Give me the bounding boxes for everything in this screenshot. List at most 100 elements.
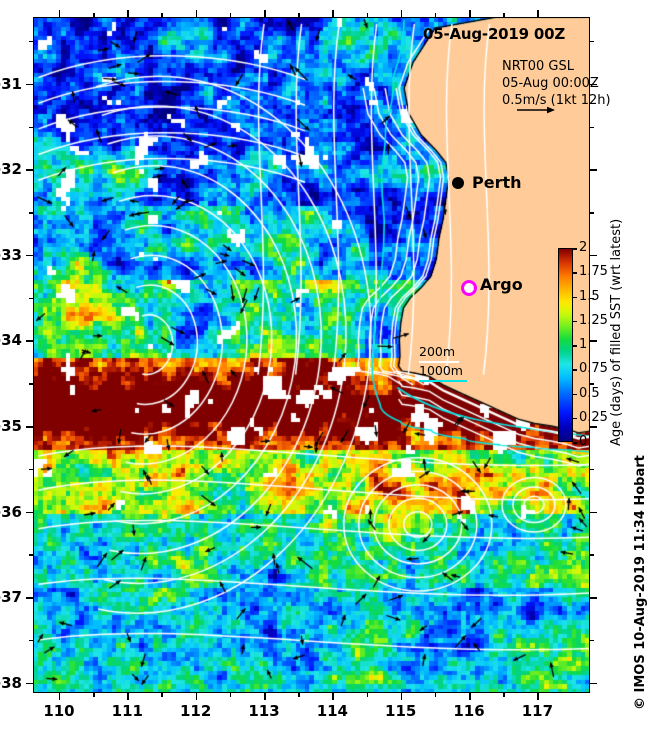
axis-tick — [590, 40, 594, 43]
y-axis-label: -32 — [0, 160, 22, 179]
axis-tick — [26, 426, 33, 428]
axis-tick — [29, 212, 33, 214]
axis-tick — [332, 10, 334, 17]
axis-tick — [29, 639, 33, 642]
x-axis-label: 114 — [316, 702, 348, 720]
colorbar-tick-label: 0.5 — [579, 385, 600, 401]
marker-dot-argo[interactable] — [461, 280, 477, 296]
axis-tick — [298, 693, 300, 697]
depth-legend-item: 1000m — [419, 363, 467, 382]
axis-tick — [366, 13, 369, 17]
meta-line-vectorscale: 0.5m/s (1kt 12h) — [502, 93, 611, 108]
axis-tick — [29, 40, 33, 43]
axis-tick — [161, 693, 163, 697]
axis-tick — [590, 682, 597, 685]
y-axis-label: -31 — [0, 74, 22, 93]
x-axis-label: 112 — [180, 702, 212, 720]
axis-tick — [590, 383, 594, 385]
axis-tick — [503, 13, 505, 17]
axis-tick — [29, 554, 33, 556]
axis-tick — [26, 511, 33, 514]
vector-scale-arrow-icon — [517, 106, 555, 114]
depth-legend-item: 200m — [419, 344, 467, 363]
axis-tick — [590, 426, 597, 428]
axis-tick — [29, 126, 33, 129]
colorbar-title: Age (days) of filled SST (wrt latest) — [609, 218, 624, 446]
axis-tick — [590, 297, 594, 300]
axis-tick — [469, 693, 471, 700]
colorbar-tick-label: 1.75 — [579, 264, 608, 280]
marker-dot-perth[interactable] — [452, 177, 464, 189]
colorbar-tick — [573, 393, 577, 395]
y-axis-label: -35 — [0, 417, 22, 436]
colorbar-gradient — [558, 248, 573, 442]
axis-tick — [264, 693, 266, 700]
depth-legend-label: 200m — [419, 344, 456, 359]
axis-tick — [195, 10, 198, 17]
axis-tick — [26, 597, 33, 599]
axis-tick — [29, 383, 33, 385]
axis-tick — [590, 83, 597, 86]
axis-tick — [590, 169, 597, 171]
axis-tick — [434, 693, 437, 697]
axis-tick — [590, 468, 594, 471]
colorbar-tick-label: 1 — [579, 337, 588, 352]
axis-tick — [332, 693, 334, 700]
depth-contour-legend: 200m 1000m — [419, 344, 467, 382]
colorbar-tick — [573, 296, 577, 298]
colorbar-tick-label: 0.75 — [579, 361, 608, 377]
x-axis-label: 111 — [111, 702, 143, 720]
axis-tick — [590, 126, 594, 129]
y-axis-label: -34 — [0, 331, 22, 350]
map-plot-area[interactable] — [33, 17, 590, 693]
colorbar-tick-label: 1.5 — [579, 288, 600, 304]
axis-tick — [93, 13, 95, 17]
axis-tick — [58, 10, 61, 17]
axis-tick — [29, 297, 33, 300]
axis-tick — [229, 13, 232, 17]
colorbar-tick — [573, 417, 577, 420]
axis-tick — [58, 693, 61, 700]
colorbar-tick — [573, 369, 577, 371]
axis-tick — [161, 13, 163, 17]
page-title: 05-Aug-2019 00Z — [423, 25, 566, 43]
axis-tick — [26, 83, 33, 86]
axis-tick — [264, 10, 266, 17]
axis-tick — [434, 13, 437, 17]
colorbar[interactable] — [558, 248, 573, 442]
marker-label-argo: Argo — [480, 275, 523, 294]
axis-tick — [590, 212, 594, 214]
depth-legend-label: 1000m — [419, 363, 463, 378]
x-axis-label: 110 — [43, 702, 75, 720]
axis-tick — [127, 10, 129, 17]
axis-tick — [537, 10, 539, 17]
axis-tick — [229, 693, 232, 697]
axis-tick — [469, 10, 471, 17]
colorbar-tick — [573, 320, 577, 323]
axis-tick — [195, 693, 198, 700]
axis-tick — [503, 693, 505, 697]
copyright-credit: © IMOS 10-Aug-2019 11:34 Hobart — [633, 455, 648, 710]
x-axis-label: 116 — [453, 702, 485, 720]
axis-tick — [590, 639, 594, 642]
colorbar-tick-label: 2 — [579, 240, 588, 255]
axis-tick — [590, 554, 594, 556]
x-axis-label: 117 — [521, 702, 554, 720]
depth-legend-swatch — [419, 361, 459, 363]
axis-tick — [127, 693, 129, 700]
axis-tick — [26, 340, 33, 342]
marker-label-perth: Perth — [472, 173, 522, 192]
contour-and-vector-overlay — [33, 17, 590, 693]
axis-tick — [366, 693, 369, 697]
axis-tick — [590, 511, 597, 514]
colorbar-tick-label: 1.25 — [579, 312, 608, 328]
axis-tick — [590, 254, 597, 257]
axis-tick — [26, 169, 33, 171]
colorbar-tick — [573, 345, 577, 347]
x-axis-label: 113 — [248, 702, 280, 720]
y-axis-label: -37 — [0, 588, 22, 607]
model-meta-block: NRT00 GSL 05-Aug 00:00Z 0.5m/s (1kt 12h) — [502, 58, 611, 109]
colorbar-tick-label: 0 — [579, 434, 588, 449]
axis-tick — [590, 340, 597, 342]
axis-tick — [537, 693, 539, 700]
